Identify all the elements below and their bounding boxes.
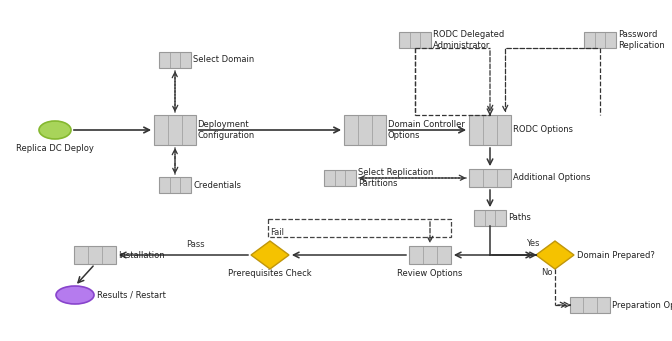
FancyBboxPatch shape [399, 32, 431, 48]
Text: Results / Restart: Results / Restart [97, 291, 166, 299]
Text: RODC Options: RODC Options [513, 125, 573, 134]
FancyBboxPatch shape [74, 246, 116, 264]
Text: Yes: Yes [526, 239, 540, 248]
Polygon shape [536, 241, 574, 269]
Text: Paths: Paths [508, 213, 531, 222]
Ellipse shape [39, 121, 71, 139]
FancyBboxPatch shape [154, 115, 196, 145]
Text: Additional Options: Additional Options [513, 174, 591, 182]
Text: No: No [541, 268, 553, 277]
Text: RODC Delegated
Administrator: RODC Delegated Administrator [433, 30, 504, 50]
Text: Review Options: Review Options [397, 269, 463, 278]
Text: Password
Replication: Password Replication [618, 30, 665, 50]
FancyBboxPatch shape [324, 170, 356, 186]
Text: Fail: Fail [270, 228, 284, 237]
Text: Prerequisites Check: Prerequisites Check [228, 269, 312, 278]
FancyBboxPatch shape [474, 210, 506, 226]
Text: Select Domain: Select Domain [193, 56, 254, 64]
Ellipse shape [56, 286, 94, 304]
Text: Pass: Pass [185, 240, 204, 249]
FancyBboxPatch shape [344, 115, 386, 145]
FancyBboxPatch shape [584, 32, 616, 48]
Text: Replica DC Deploy: Replica DC Deploy [16, 144, 94, 153]
FancyBboxPatch shape [159, 52, 191, 68]
Text: Select Replication
Partitions: Select Replication Partitions [358, 168, 433, 188]
Text: Deployment
Configuration: Deployment Configuration [197, 120, 254, 140]
FancyBboxPatch shape [469, 169, 511, 187]
Polygon shape [251, 241, 289, 269]
FancyBboxPatch shape [159, 177, 191, 193]
FancyBboxPatch shape [570, 297, 610, 313]
Text: Installation: Installation [118, 251, 165, 260]
FancyBboxPatch shape [469, 115, 511, 145]
Text: Credentials: Credentials [193, 180, 241, 190]
Text: Preparation Options: Preparation Options [612, 300, 672, 310]
Text: Domain Prepared?: Domain Prepared? [577, 251, 655, 260]
FancyBboxPatch shape [409, 246, 451, 264]
Text: Domain Controller
Options: Domain Controller Options [388, 120, 465, 140]
